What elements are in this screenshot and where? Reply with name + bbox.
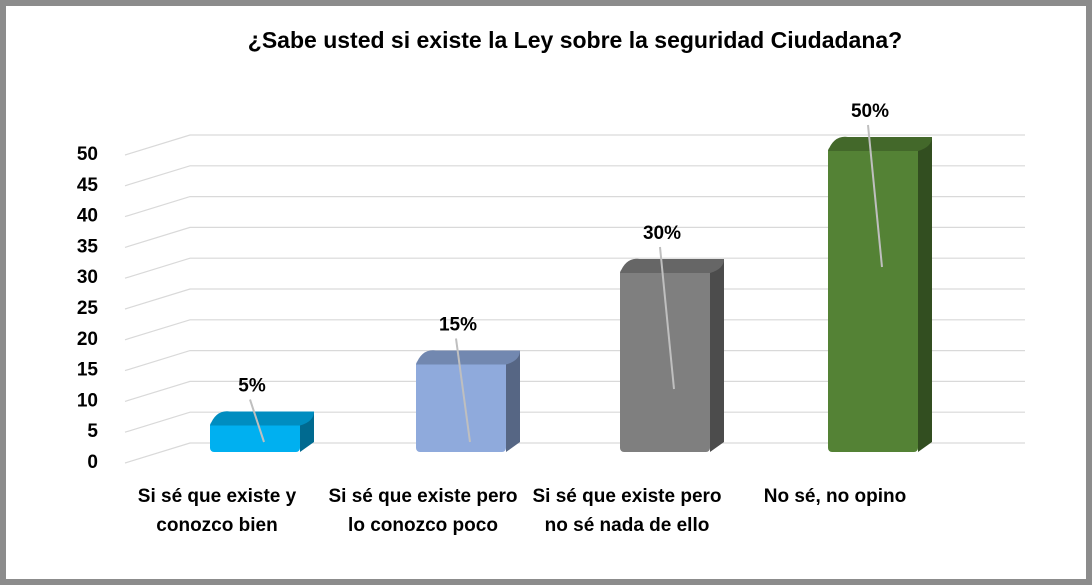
data-label: 15% xyxy=(439,315,477,336)
grid-line xyxy=(124,350,1025,372)
bar-top xyxy=(416,350,520,365)
y-tick-label: 5 xyxy=(87,421,98,442)
y-tick-label: 50 xyxy=(77,144,98,165)
chart-title: ¿Sabe usted si existe la Ley sobre la se… xyxy=(248,27,902,53)
x-tick-label: Si sé que existe pero no sé nada de ello xyxy=(532,486,722,536)
bar-front xyxy=(828,147,918,452)
y-tick-label: 25 xyxy=(77,298,99,319)
grid-line xyxy=(124,226,1025,248)
leader-line xyxy=(455,338,471,443)
y-tick-label: 10 xyxy=(77,390,98,411)
bar-front xyxy=(620,269,710,452)
grid-line xyxy=(124,196,1025,218)
bar xyxy=(828,136,932,452)
bar-top xyxy=(828,136,932,151)
bar-front xyxy=(210,421,300,452)
y-tick-label: 30 xyxy=(77,267,98,288)
bar-top xyxy=(620,258,724,273)
bar xyxy=(416,350,520,452)
x-tick-label: No sé, no opino xyxy=(763,486,907,507)
y-tick-label: 0 xyxy=(87,452,98,473)
y-tick-label: 45 xyxy=(77,175,99,196)
bar-front xyxy=(416,360,506,452)
y-tick-label: 35 xyxy=(77,236,99,257)
grid-line xyxy=(124,257,1025,279)
grid-line xyxy=(124,134,1025,156)
bar-top xyxy=(210,411,314,426)
grid-line xyxy=(124,380,1025,402)
bar-side xyxy=(918,137,932,452)
leader-line xyxy=(867,124,883,268)
grid-line xyxy=(124,411,1025,433)
data-label: 50% xyxy=(851,101,889,122)
grid-line xyxy=(124,288,1025,310)
y-tick-label: 15 xyxy=(77,360,99,381)
data-label: 30% xyxy=(643,223,681,244)
y-tick-label: 40 xyxy=(77,206,98,227)
bar xyxy=(210,411,314,452)
leader-line xyxy=(249,399,265,443)
data-label: 5% xyxy=(238,376,266,397)
bar xyxy=(620,258,724,452)
y-tick-label: 20 xyxy=(77,329,98,350)
grid-line xyxy=(124,442,1025,464)
bar-side xyxy=(710,259,724,452)
grid-line xyxy=(124,165,1025,187)
bar-side xyxy=(506,350,520,452)
leader-line xyxy=(659,246,675,390)
grid-line xyxy=(124,319,1025,341)
x-tick-label: Si sé que existe y conozco bien xyxy=(137,486,297,536)
x-tick-label: Si sé que existe pero lo conozco poco xyxy=(328,486,518,536)
